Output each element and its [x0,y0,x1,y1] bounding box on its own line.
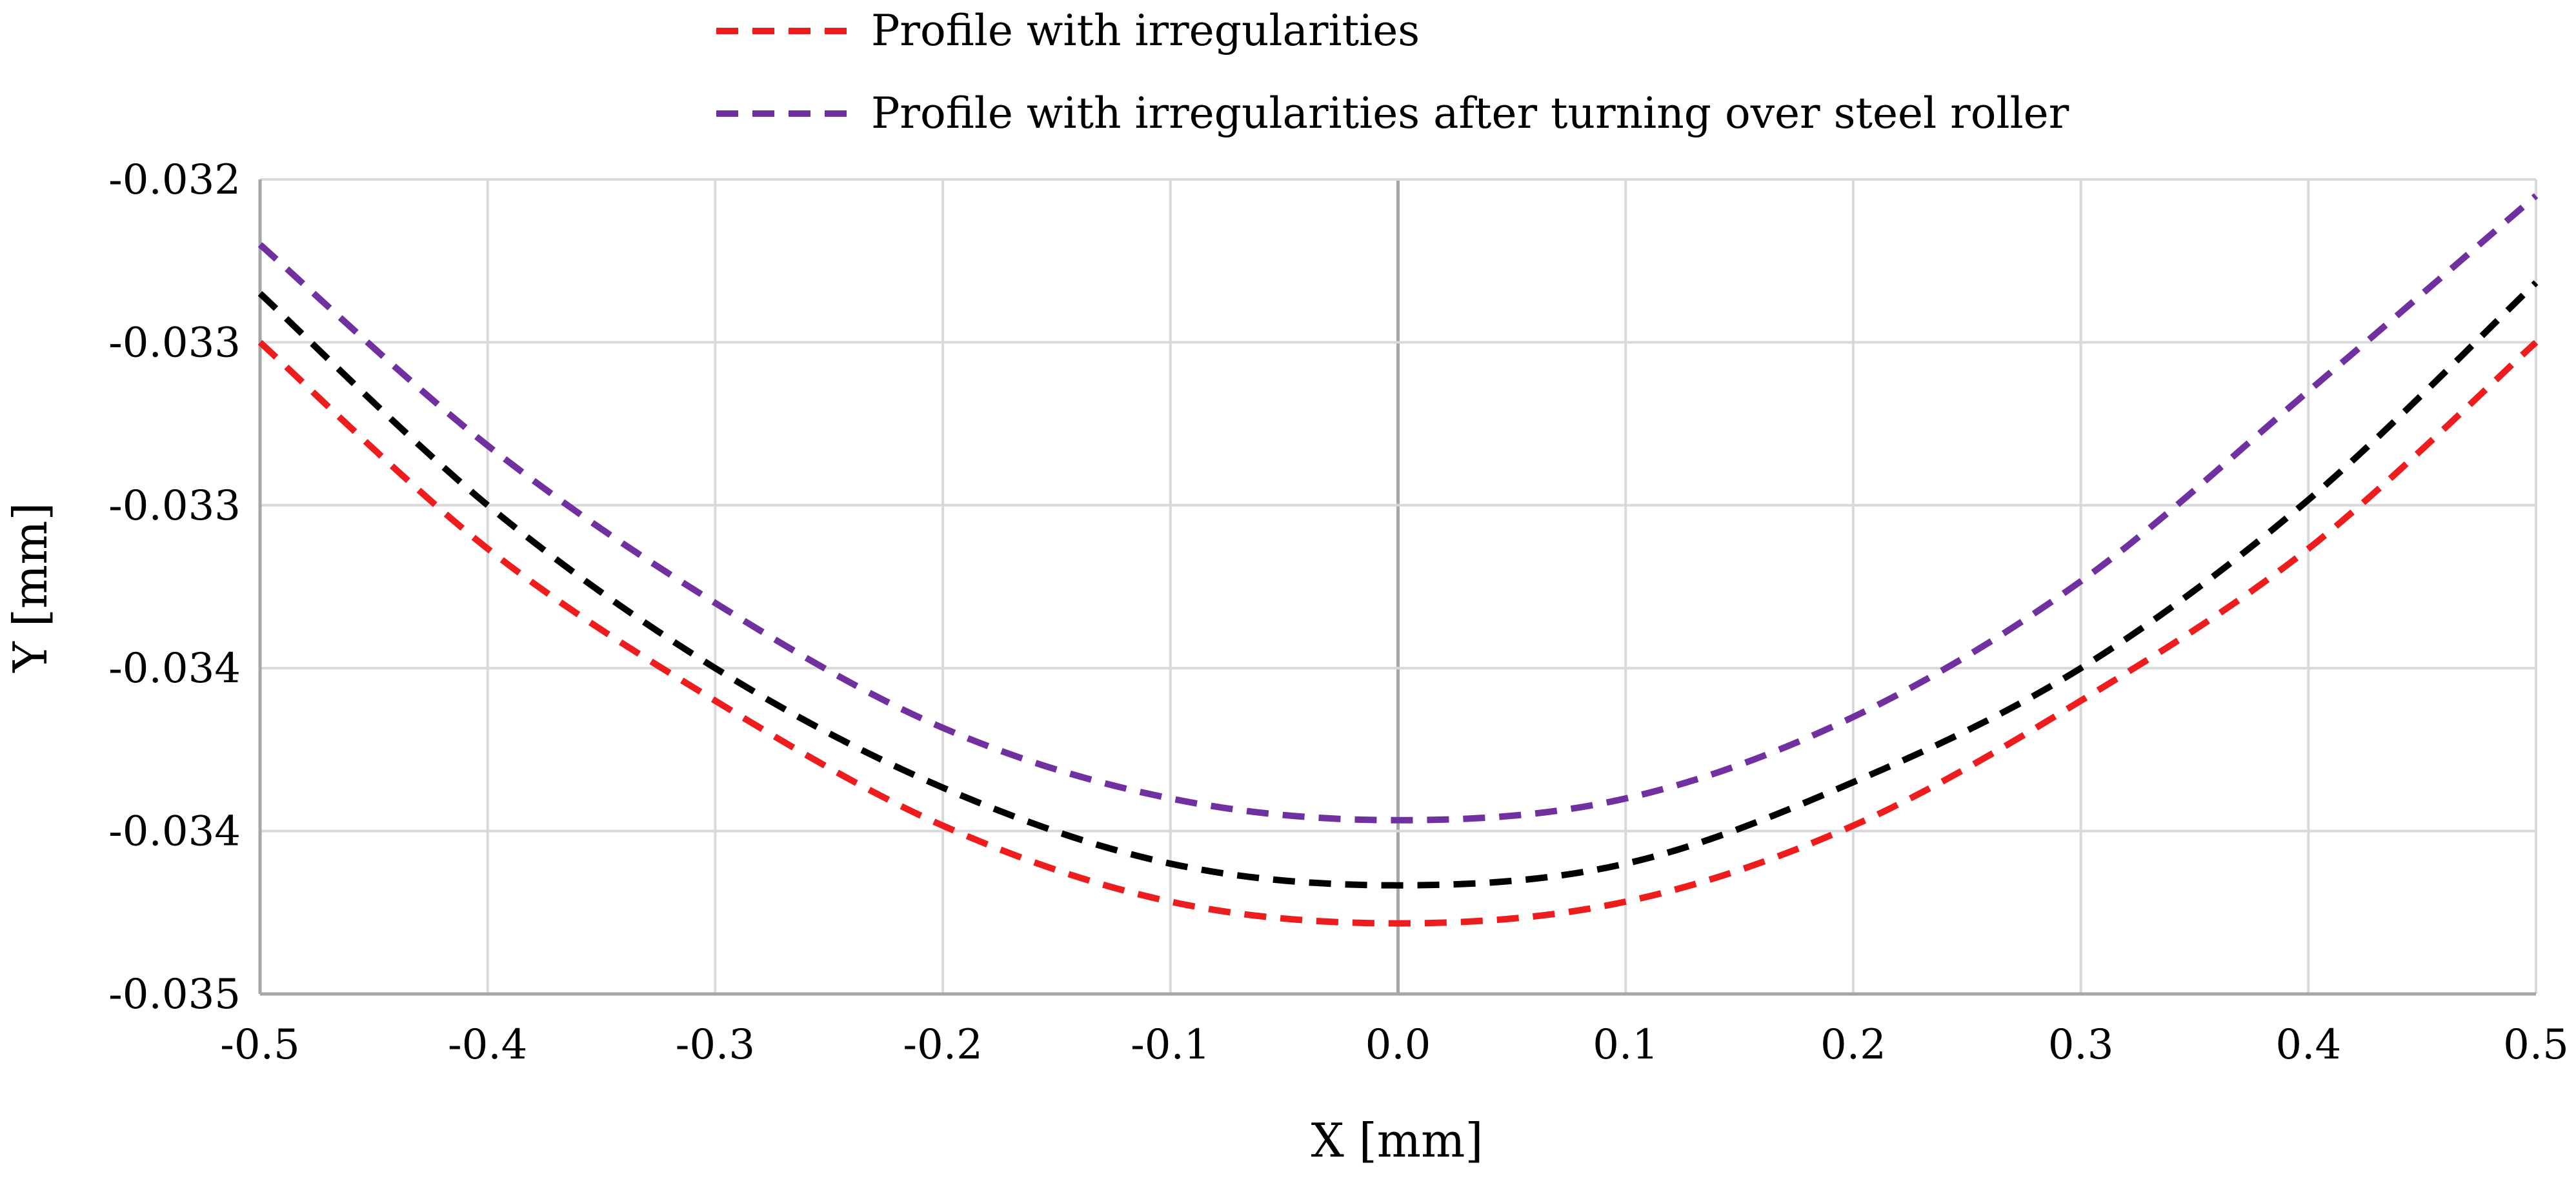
x-tick-label: -0.4 [448,1021,527,1069]
legend-item: Profile with irregularities after turnin… [716,88,2069,138]
axes [258,179,2536,996]
x-tick-label: 0.3 [2048,1021,2114,1069]
y-tick-label: -0.032 [108,156,241,204]
series-line-reference-profile [257,280,2539,889]
series-line-profile-with-irregularities-after-turning-over-steel-roller [257,193,2539,824]
x-tick-label: -0.3 [676,1021,755,1069]
legend-item: Profile with irregularities [716,6,1420,56]
tick-labels: -0.5 -0.4 -0.3 -0.2 -0.1 0.0 0.1 0.2 0.3 0.4 0.5 -0… [108,156,2569,1069]
x-tick-label: -0.1 [1131,1021,1210,1069]
x-tick-label: -0.2 [903,1021,982,1069]
series-line-profile-with-irregularities [257,339,2539,927]
x-tick-label: 0.0 [1365,1021,1431,1069]
legend-label: Profile with irregularities [871,6,1420,56]
x-tick-label: 0.4 [2275,1021,2341,1069]
y-tick-label: -0.035 [108,971,241,1018]
legend: Profile with irregularities Profile with … [716,6,2069,138]
x-tick-label: 0.2 [1820,1021,1886,1069]
x-tick-label: -0.5 [220,1021,299,1069]
legend-label: Profile with irregularities after turnin… [871,88,2069,138]
x-tick-label: 0.5 [2503,1021,2569,1069]
x-tick-label: 0.1 [1593,1021,1658,1069]
y-axis-title: Y [mm] [3,502,57,673]
y-tick-label: -0.033 [108,482,241,530]
grid [259,178,2537,995]
x-axis-title: X [mm] [1311,1113,1484,1168]
series-lines [257,193,2539,927]
y-tick-label: -0.034 [108,645,241,693]
y-tick-label: -0.033 [108,319,241,367]
y-tick-label: -0.034 [108,808,241,856]
